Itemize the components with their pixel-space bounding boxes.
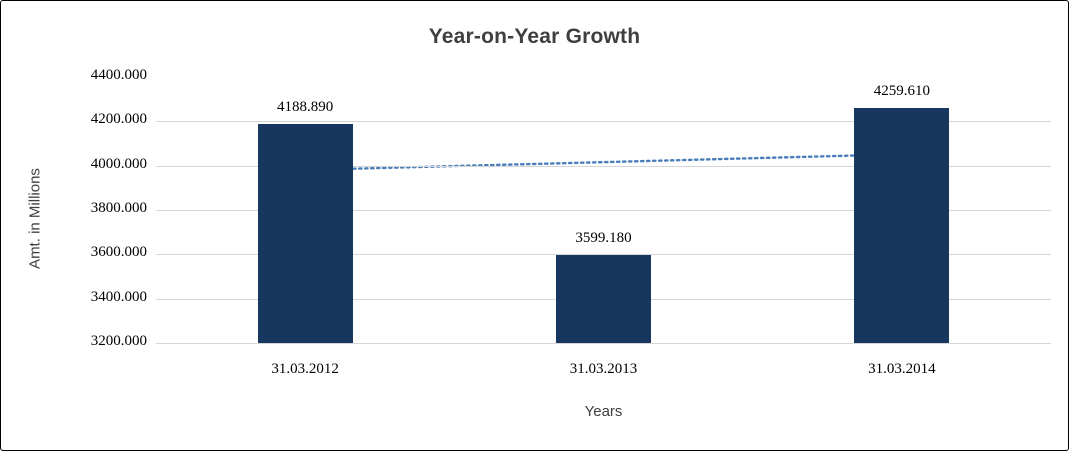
y-tick-label: 3400.000 <box>90 288 147 305</box>
gridline <box>156 165 1051 167</box>
gridline <box>156 121 1051 123</box>
bar-value-label: 3599.180 <box>575 229 632 246</box>
bar <box>257 123 353 343</box>
y-tick-label: 3200.000 <box>90 333 147 349</box>
bar-value-label: 4188.890 <box>277 98 334 115</box>
bar <box>556 254 651 343</box>
gridline <box>156 343 1051 344</box>
y-tick-label: 4000.000 <box>90 155 147 172</box>
x-axis-title: Years <box>584 403 623 420</box>
plot-area <box>156 77 1051 344</box>
y-tick-label: 3800.000 <box>90 200 147 216</box>
y-tick-label: 4200.000 <box>90 111 147 128</box>
chart-title: Year-on-Year Growth <box>428 25 641 48</box>
bar-value-label: 4259.610 <box>873 83 930 100</box>
x-category-label: 31.03.2014 <box>868 361 936 377</box>
y-tick-label: 4400.000 <box>90 67 147 83</box>
x-category-label: 31.03.2012 <box>271 361 339 377</box>
bar <box>854 108 950 343</box>
gridline <box>156 210 1051 211</box>
x-category-label: 31.03.2013 <box>569 361 638 377</box>
y-tick-label: 3600.000 <box>90 244 147 261</box>
